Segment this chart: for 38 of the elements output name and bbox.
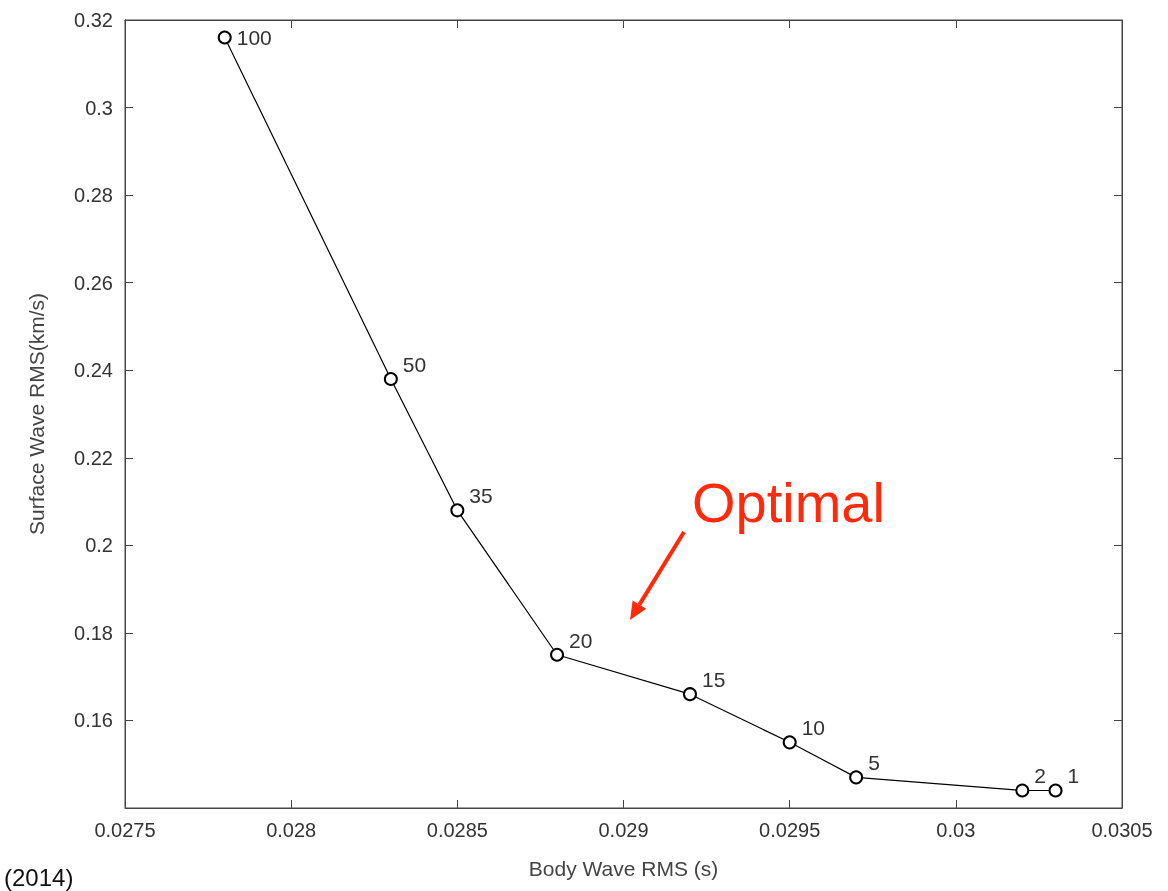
annotation: 10 [801,716,826,740]
annotation: 5 [868,751,880,775]
y-tick-label: 0.2 [85,534,113,557]
x-tick-label: 0.0275 [94,819,156,841]
point [849,770,864,785]
annotation: 2 [1034,764,1046,788]
point [550,647,565,662]
annotation: 15 [701,668,726,692]
point [682,687,697,702]
y-tick-label: 0.3 [85,96,113,119]
y-tick-label: 0.22 [74,446,113,469]
point [450,503,465,518]
text: (2014) [4,863,74,891]
y-tick-label: 0.24 [74,359,113,382]
y-tick-label: 0.26 [74,271,113,294]
annotation: 1 [1067,764,1080,788]
point [1048,783,1063,798]
y-tick-label: 0.18 [74,621,113,644]
y-tick-label: 0.16 [74,709,113,732]
x-tick-label: 0.0285 [426,819,488,841]
y-tick-label: 0.32 [74,9,113,31]
annotation: Optimal [692,470,885,534]
annotation: 20 [569,628,593,652]
x-tick-label: 0.0305 [1091,819,1153,841]
annotation: 100 [236,26,272,50]
x-tick-label: 0.03 [936,819,976,841]
annotation: 35 [469,484,493,508]
x-tick-label: 0.0295 [759,819,821,841]
x-axis-title: Body Wave RMS (s) [528,857,719,880]
point [383,371,398,386]
point [217,30,232,45]
point [782,735,797,750]
y-axis-title: Surface Wave RMS(km/s) [25,293,48,535]
y-tick-label: 0.28 [74,184,113,207]
point [1015,783,1030,798]
annotation: 50 [402,352,427,376]
x-tick-label: 0.029 [598,819,649,841]
x-tick-label: 0.028 [266,819,317,841]
